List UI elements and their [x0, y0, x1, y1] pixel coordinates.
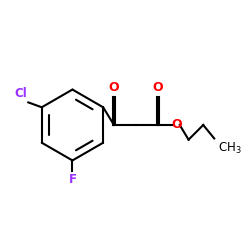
Text: O: O: [153, 82, 163, 94]
Text: CH$_3$: CH$_3$: [218, 141, 242, 156]
Text: F: F: [68, 174, 76, 186]
Text: O: O: [109, 82, 119, 94]
Text: O: O: [171, 118, 182, 132]
Text: Cl: Cl: [14, 88, 27, 101]
